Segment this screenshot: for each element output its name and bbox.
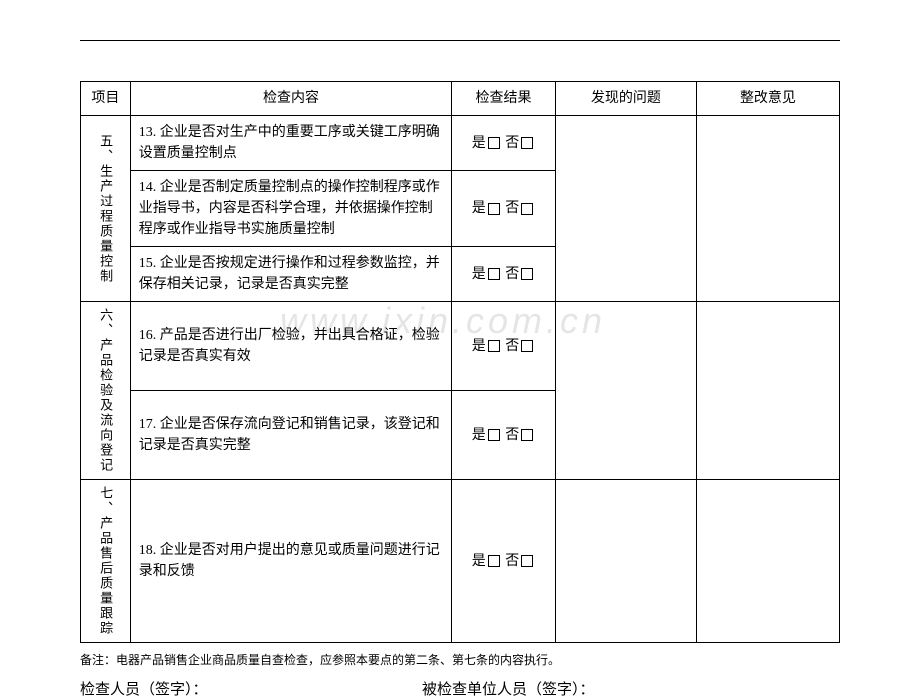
row-result-15: 是 否 xyxy=(452,247,556,302)
checkbox-yes-13[interactable] xyxy=(488,137,500,149)
checkbox-no-16[interactable] xyxy=(521,340,533,352)
row-content-13: 13. 企业是否对生产中的重要工序或关键工序明确设置质量控制点 xyxy=(130,116,451,171)
problem-cell-seven xyxy=(555,480,696,643)
yes-label: 是 xyxy=(472,201,486,216)
yes-label: 是 xyxy=(472,339,486,354)
header-item: 项目 xyxy=(81,82,131,116)
row-content-16: 16. 产品是否进行出厂检验，并出具合格证，检验记录是否真实有效 xyxy=(130,302,451,391)
no-label: 否 xyxy=(505,554,519,569)
checkbox-yes-15[interactable] xyxy=(488,268,500,280)
section-six-label: 六、产品检验及流向登记 xyxy=(81,302,131,480)
checkbox-yes-14[interactable] xyxy=(488,203,500,215)
no-label: 否 xyxy=(505,136,519,151)
checkbox-no-17[interactable] xyxy=(521,429,533,441)
header-opinion: 整改意见 xyxy=(696,82,839,116)
table-row: 六、产品检验及流向登记 16. 产品是否进行出厂检验，并出具合格证，检验记录是否… xyxy=(81,302,840,391)
signature-checker: 检查人员（签字）： xyxy=(80,678,422,699)
no-label: 否 xyxy=(505,339,519,354)
row-content-18: 18. 企业是否对用户提出的意见或质量问题进行记录和反馈 xyxy=(130,480,451,643)
row-result-17: 是 否 xyxy=(452,391,556,480)
header-content: 检查内容 xyxy=(130,82,451,116)
row-result-16: 是 否 xyxy=(452,302,556,391)
yes-label: 是 xyxy=(472,428,486,443)
checkbox-yes-17[interactable] xyxy=(488,429,500,441)
inspection-table: 项目 检查内容 检查结果 发现的问题 整改意见 五、生产过程质量控制 13. 企… xyxy=(80,81,840,643)
signature-row: 检查人员（签字）： 被检查单位人员（签字）： xyxy=(80,678,840,699)
checkbox-no-18[interactable] xyxy=(521,555,533,567)
no-label: 否 xyxy=(505,428,519,443)
checkbox-yes-16[interactable] xyxy=(488,340,500,352)
opinion-cell-seven xyxy=(696,480,839,643)
row-result-18: 是 否 xyxy=(452,480,556,643)
yes-label: 是 xyxy=(472,267,486,282)
no-label: 否 xyxy=(505,267,519,282)
section-seven-label: 七、产品售后质量跟踪 xyxy=(81,480,131,643)
checkbox-no-13[interactable] xyxy=(521,137,533,149)
header-result: 检查结果 xyxy=(452,82,556,116)
row-content-14: 14. 企业是否制定质量控制点的操作控制程序或作业指导书，内容是否科学合理，并依… xyxy=(130,171,451,247)
row-content-17: 17. 企业是否保存流向登记和销售记录，该登记和记录是否真实完整 xyxy=(130,391,451,480)
checkbox-no-15[interactable] xyxy=(521,268,533,280)
problem-cell-five xyxy=(555,116,696,302)
signature-checked: 被检查单位人员（签字）： xyxy=(422,678,840,699)
table-header-row: 项目 检查内容 检查结果 发现的问题 整改意见 xyxy=(81,82,840,116)
row-result-14: 是 否 xyxy=(452,171,556,247)
page-top-rule xyxy=(80,40,840,41)
checkbox-no-14[interactable] xyxy=(521,203,533,215)
opinion-cell-five xyxy=(696,116,839,302)
row-result-13: 是 否 xyxy=(452,116,556,171)
row-content-15: 15. 企业是否按规定进行操作和过程参数监控，并保存相关记录，记录是否真实完整 xyxy=(130,247,451,302)
yes-label: 是 xyxy=(472,554,486,569)
no-label: 否 xyxy=(505,201,519,216)
problem-cell-six xyxy=(555,302,696,480)
note-text: 备注：电器产品销售企业商品质量自查检查，应参照本要点的第二条、第七条的内容执行。 xyxy=(80,651,840,668)
section-five-label: 五、生产过程质量控制 xyxy=(81,116,131,302)
table-row: 七、产品售后质量跟踪 18. 企业是否对用户提出的意见或质量问题进行记录和反馈 … xyxy=(81,480,840,643)
yes-label: 是 xyxy=(472,136,486,151)
table-row: 五、生产过程质量控制 13. 企业是否对生产中的重要工序或关键工序明确设置质量控… xyxy=(81,116,840,171)
checkbox-yes-18[interactable] xyxy=(488,555,500,567)
opinion-cell-six xyxy=(696,302,839,480)
header-problem: 发现的问题 xyxy=(555,82,696,116)
